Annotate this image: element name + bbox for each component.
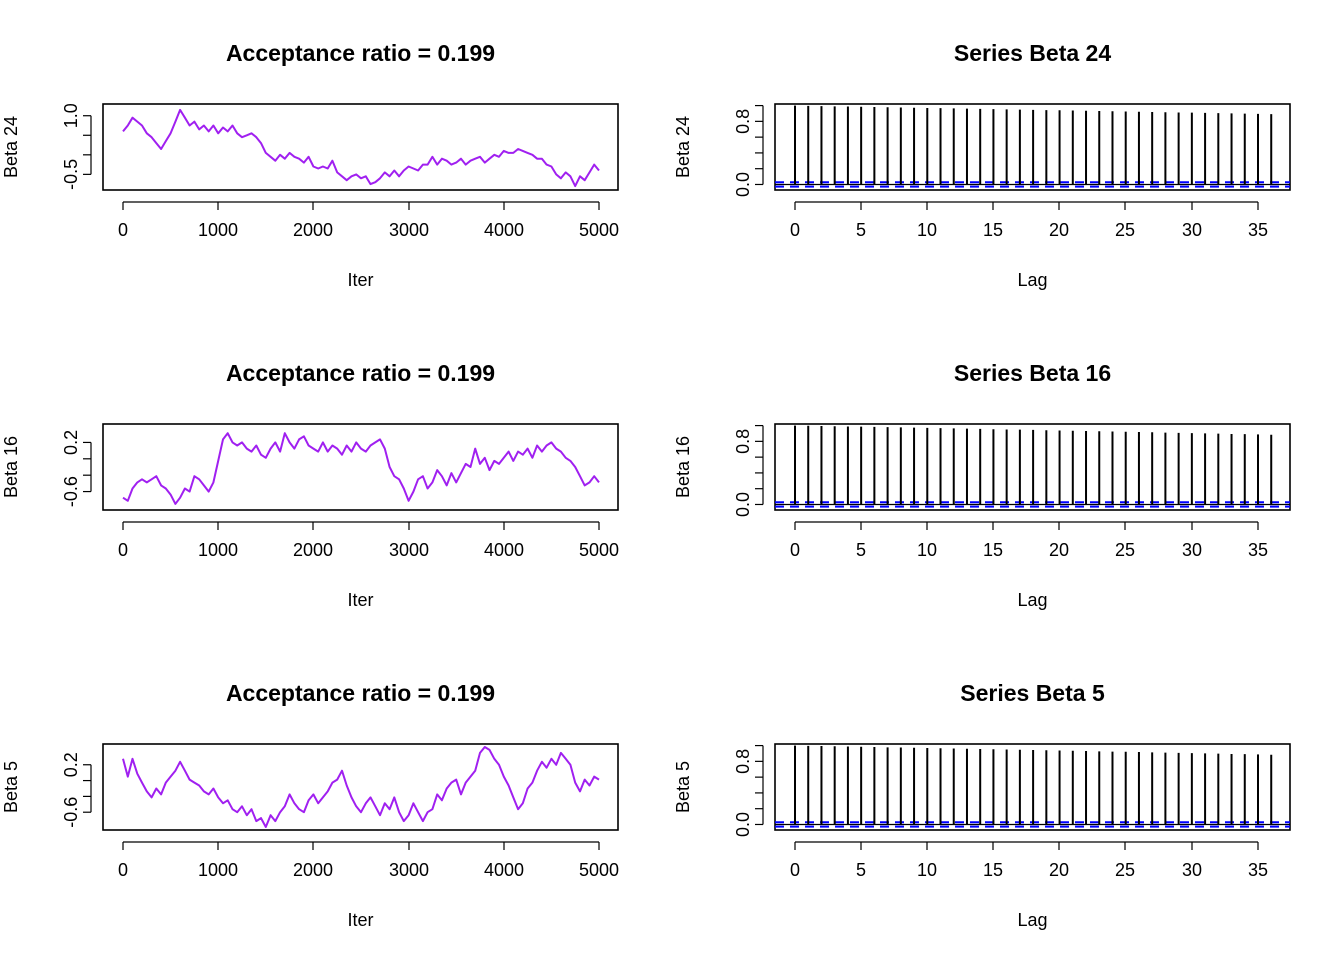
y-tick-label: 0.2	[61, 430, 81, 455]
chart-title: Series Beta 5	[960, 680, 1105, 706]
x-axis-label: Iter	[347, 270, 373, 290]
x-axis-label: Lag	[1017, 590, 1047, 610]
x-tick-label: 35	[1248, 220, 1268, 240]
x-tick-label: 25	[1115, 220, 1135, 240]
x-tick-label: 15	[983, 860, 1003, 880]
plot-frame	[102, 103, 619, 191]
x-tick-label: 4000	[484, 220, 524, 240]
y-axis-label: Beta 5	[1, 761, 21, 813]
trace-line	[122, 432, 600, 505]
trace-panel-3: Acceptance ratio = 0.199 0 1000 2000 3000 400…	[1, 680, 619, 930]
x-tick-label: 0	[790, 220, 800, 240]
x-tick-label: 1000	[198, 220, 238, 240]
x-tick-label: 5	[856, 220, 866, 240]
x-tick-label: 20	[1049, 540, 1069, 560]
x-tick-label: 3000	[389, 220, 429, 240]
x-tick-label: 5000	[579, 220, 619, 240]
x-tick-label: 5	[856, 540, 866, 560]
chart-title: Series Beta 16	[954, 360, 1111, 386]
plot-frame	[774, 423, 1291, 511]
x-tick-label: 5000	[579, 860, 619, 880]
y-tick-label: -0.6	[61, 476, 81, 507]
y-tick-label: 0.8	[733, 429, 753, 454]
y-tick-label: 0.2	[61, 752, 81, 777]
x-tick-label: 15	[983, 220, 1003, 240]
x-tick-label: 30	[1182, 220, 1202, 240]
x-tick-label: 0	[790, 540, 800, 560]
x-tick-label: 0	[790, 860, 800, 880]
x-tick-label: 0	[118, 540, 128, 560]
plot-frame	[774, 103, 1291, 191]
plot-frame	[774, 743, 1291, 831]
y-tick-label: 0.0	[733, 812, 753, 837]
x-tick-label: 20	[1049, 860, 1069, 880]
x-tick-label: 1000	[198, 540, 238, 560]
x-axis-label: Lag	[1017, 910, 1047, 930]
y-axis-label: Beta 24	[1, 116, 21, 178]
chart-title: Series Beta 24	[954, 40, 1111, 66]
acf-panel-2: Series Beta 16 0 5 10 15 20 25 30 35 Lag 0.0 0.8 Bet…	[673, 360, 1291, 610]
x-tick-label: 3000	[389, 540, 429, 560]
plot-frame	[102, 743, 619, 831]
acf-panel-3: Series Beta 5 0 5 10 15 20 25 30 35 Lag 0.0 0.8 Beta…	[673, 680, 1291, 930]
y-tick-label: 1.0	[61, 103, 81, 128]
x-tick-label: 2000	[293, 220, 333, 240]
trace-panel-1: Acceptance ratio = 0.199 0 1000 2000 3000 400…	[1, 40, 619, 290]
x-tick-label: 10	[917, 220, 937, 240]
x-tick-label: 0	[118, 860, 128, 880]
x-tick-label: 20	[1049, 220, 1069, 240]
x-tick-label: 2000	[293, 860, 333, 880]
y-tick-label: -0.6	[61, 797, 81, 828]
x-axis-label: Lag	[1017, 270, 1047, 290]
y-tick-label: 0.0	[733, 172, 753, 197]
x-tick-label: 25	[1115, 540, 1135, 560]
trace-line	[122, 746, 600, 828]
y-axis-label: Beta 16	[1, 436, 21, 498]
x-tick-label: 4000	[484, 860, 524, 880]
y-tick-label: 0.8	[733, 749, 753, 774]
y-axis-label: Beta 5	[673, 761, 693, 813]
x-tick-label: 1000	[198, 860, 238, 880]
x-tick-label: 30	[1182, 860, 1202, 880]
trace-panel-2: Acceptance ratio = 0.199 0 1000 2000 3000 400…	[1, 360, 619, 610]
x-tick-label: 0	[118, 220, 128, 240]
x-tick-label: 4000	[484, 540, 524, 560]
acf-panel-1: Series Beta 24 0 5 10 15 20 25 30 35 Lag 0.0 0.8 Bet…	[673, 40, 1291, 290]
x-tick-label: 30	[1182, 540, 1202, 560]
x-axis-label: Iter	[347, 910, 373, 930]
y-tick-label: 0.0	[733, 492, 753, 517]
x-tick-label: 25	[1115, 860, 1135, 880]
plot-frame	[102, 423, 619, 511]
x-tick-label: 5000	[579, 540, 619, 560]
y-tick-label: -0.5	[61, 159, 81, 190]
x-tick-label: 3000	[389, 860, 429, 880]
chart-title: Acceptance ratio = 0.199	[226, 680, 495, 706]
x-tick-label: 5	[856, 860, 866, 880]
x-tick-label: 10	[917, 860, 937, 880]
trace-line	[122, 108, 600, 188]
x-tick-label: 15	[983, 540, 1003, 560]
y-axis-label: Beta 16	[673, 436, 693, 498]
x-tick-label: 35	[1248, 860, 1268, 880]
y-tick-label: 0.8	[733, 109, 753, 134]
y-axis-label: Beta 24	[673, 116, 693, 178]
x-tick-label: 2000	[293, 540, 333, 560]
x-tick-label: 35	[1248, 540, 1268, 560]
chart-title: Acceptance ratio = 0.199	[226, 40, 495, 66]
x-tick-label: 10	[917, 540, 937, 560]
x-axis-label: Iter	[347, 590, 373, 610]
chart-title: Acceptance ratio = 0.199	[226, 360, 495, 386]
